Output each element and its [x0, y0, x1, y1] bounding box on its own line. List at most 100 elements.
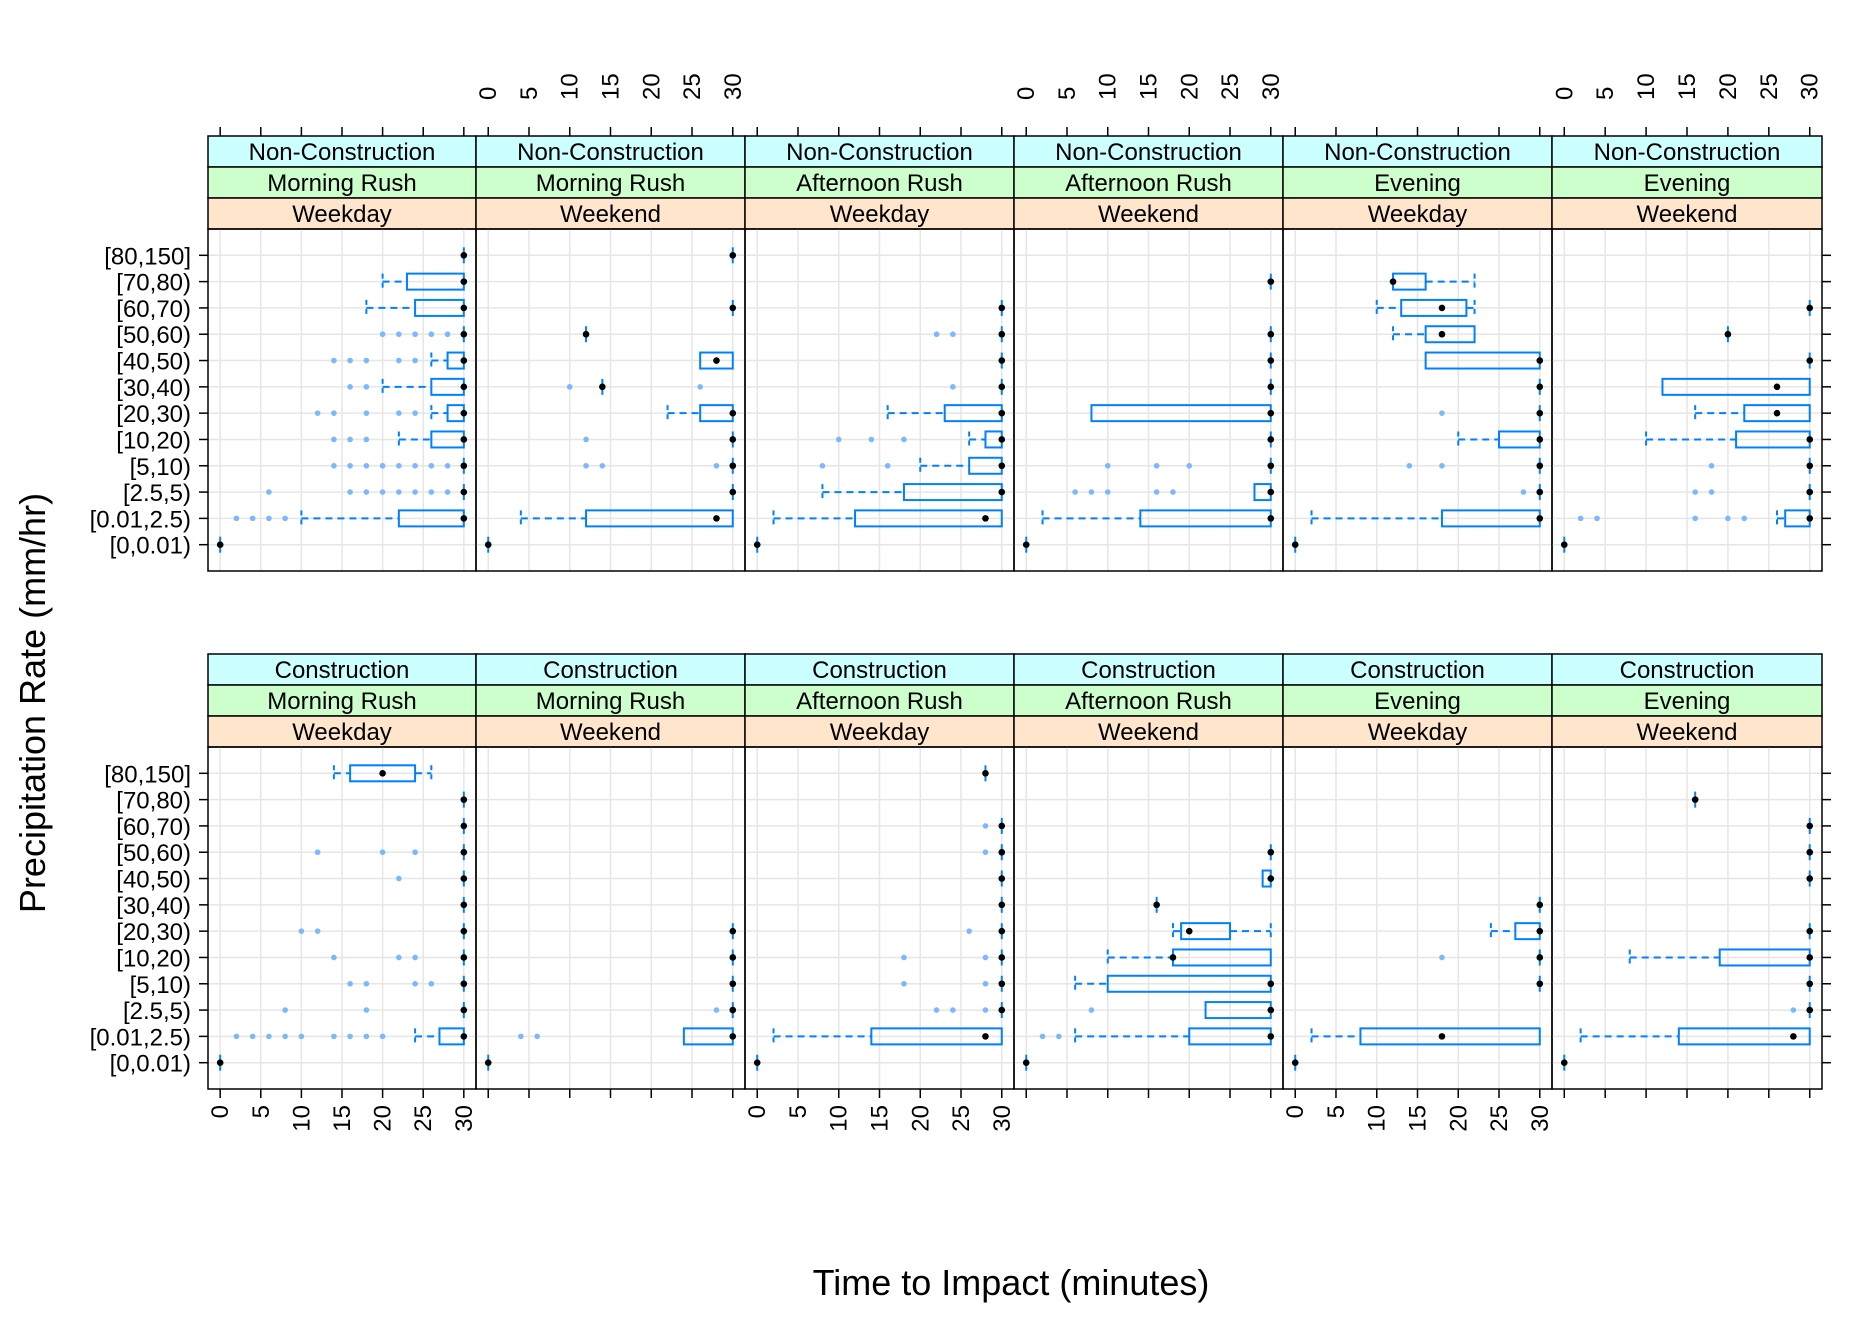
- x-tick-label: 15: [867, 1105, 894, 1132]
- y-tick-label: [2.5,5): [123, 480, 191, 507]
- strip-label: Construction: [1081, 657, 1216, 684]
- boxplot-mark: [819, 456, 1006, 475]
- strip-background: [744, 653, 1015, 686]
- boxplot-mark: [1536, 896, 1544, 913]
- outlier-point: [1104, 489, 1111, 495]
- outlier-point: [379, 849, 386, 856]
- median-dot: [729, 927, 737, 935]
- y-tick-label: [0,0.01): [110, 1051, 191, 1078]
- outlier-point: [1056, 1033, 1062, 1040]
- boxplot-mark: [1074, 974, 1275, 993]
- median-dot: [1806, 488, 1814, 496]
- panel: Construction Morning Rush Weekday 0 5 10 15 20 2…: [90, 653, 478, 1132]
- x-tick-label: 5: [785, 1105, 812, 1118]
- x-tick-label: 25: [410, 1105, 437, 1132]
- outlier-point: [713, 1007, 720, 1013]
- boxplot-mark: [1806, 975, 1814, 992]
- boxplot-mark: [1267, 352, 1275, 369]
- y-tick-label: [80,150]: [104, 761, 191, 788]
- median-dot: [998, 1006, 1006, 1014]
- strip-background: [1551, 653, 1823, 686]
- median-dot: [998, 330, 1006, 338]
- outlier-point: [901, 436, 907, 443]
- median-dot: [1806, 980, 1814, 988]
- boxplot-mark: [901, 949, 1006, 966]
- median-dot: [1153, 901, 1160, 909]
- median-dot: [1438, 1033, 1446, 1040]
- median-dot: [460, 304, 468, 312]
- median-dot: [998, 980, 1006, 988]
- boxplot-mark: [1022, 1054, 1030, 1071]
- strip-label: Evening: [1374, 170, 1461, 197]
- boxplot-mark: [583, 431, 737, 448]
- outlier-point: [233, 1033, 240, 1040]
- median-dot: [1267, 980, 1275, 988]
- outlier-point: [298, 1033, 305, 1040]
- boxplot-mark: [1106, 948, 1272, 967]
- outlier-point: [835, 436, 842, 443]
- y-tick-label: [30,40): [116, 893, 191, 920]
- panel: Construction Evening Weekday 0 5 10 15 20 25 30: [1282, 653, 1554, 1132]
- boxplot-mark: [713, 1002, 737, 1019]
- x-tick-label: 30: [989, 1105, 1016, 1132]
- median-dot: [998, 462, 1006, 470]
- strip-label: Construction: [275, 657, 410, 684]
- boxplot-mark: [460, 247, 468, 264]
- boxplot-mark: [331, 949, 468, 966]
- strip-label: Afternoon Rush: [1065, 170, 1232, 197]
- median-dot: [460, 796, 468, 803]
- x-tick-label: 15: [329, 1105, 356, 1132]
- median-dot: [729, 436, 737, 443]
- median-dot: [753, 1059, 761, 1066]
- outlier-point: [379, 489, 386, 495]
- x-tick-label: 20: [907, 1105, 934, 1132]
- strip-label: Construction: [543, 657, 678, 684]
- boxplot-mark: [1806, 299, 1814, 316]
- boxplot-mark: [1439, 949, 1544, 966]
- strip-background: [1282, 715, 1553, 748]
- median-dot: [998, 383, 1006, 391]
- outlier-point: [363, 1007, 370, 1013]
- outlier-point: [331, 357, 337, 364]
- x-tick-label: 30: [1797, 73, 1824, 100]
- boxplot-mark: [1424, 351, 1544, 370]
- strip-label: Afternoon Rush: [796, 688, 963, 715]
- boxplot-mark: [1267, 378, 1275, 395]
- median-dot: [484, 541, 492, 548]
- boxplot-mark: [1694, 404, 1811, 423]
- outlier-point: [412, 489, 418, 495]
- outlier-point: [412, 954, 418, 961]
- boxplot-mark: [1039, 1027, 1275, 1046]
- y-tick-label: [20,30): [116, 919, 191, 946]
- boxplot-mark: [753, 1054, 761, 1071]
- median-dot: [1536, 954, 1544, 961]
- boxplot-mark: [982, 844, 1006, 861]
- y-tick-label: [2.5,5): [123, 998, 191, 1025]
- median-dot: [1267, 436, 1275, 443]
- outlier-point: [1406, 462, 1413, 469]
- x-tick-label: 15: [598, 73, 625, 100]
- median-dot: [998, 927, 1006, 935]
- x-tick-label: 15: [1674, 73, 1701, 100]
- outlier-point: [933, 331, 940, 338]
- y-tick-label: [10,20): [116, 427, 191, 454]
- x-tick-label: 20: [1715, 73, 1742, 100]
- strip-background: [1013, 197, 1284, 230]
- median-dot: [1536, 901, 1544, 909]
- median-dot: [1536, 488, 1544, 496]
- panel: Non-Construction Evening Weekend 0 5 10 15 20 25…: [1551, 73, 1831, 572]
- boxplot-mark: [484, 1054, 492, 1071]
- boxplot-mark: [1267, 273, 1275, 290]
- median-dot: [998, 901, 1006, 909]
- boxplot-mark: [266, 484, 468, 501]
- median-dot: [729, 954, 737, 961]
- outlier-point: [347, 357, 353, 364]
- boxplot-mark: [729, 923, 737, 940]
- strip-background: [475, 197, 746, 230]
- outlier-point: [1039, 1033, 1046, 1040]
- strip-background: [475, 166, 746, 199]
- median-dot: [460, 980, 468, 988]
- boxplot-mark: [1661, 377, 1811, 396]
- boxplot-mark: [1261, 869, 1275, 888]
